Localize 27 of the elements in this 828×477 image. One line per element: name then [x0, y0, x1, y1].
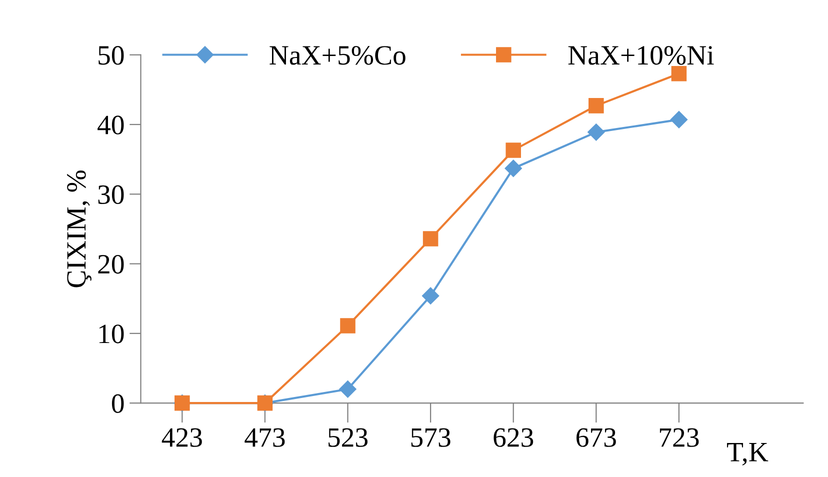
point [422, 231, 438, 246]
point [340, 318, 356, 334]
y-tick-label: 40 [98, 116, 124, 134]
x-tick-label: 723 [660, 428, 699, 447]
legend-label: NaX+10%Ni [568, 46, 714, 65]
y-tick-label: 50 [98, 46, 124, 65]
y-tick-label: 30 [98, 185, 124, 204]
point [671, 66, 687, 82]
y-tick-label: 20 [98, 254, 124, 274]
point [506, 142, 521, 158]
x-axis-title: T,K [727, 443, 768, 466]
point [588, 124, 605, 141]
x-tick-label: 473 [244, 428, 285, 447]
y-tick-label: 0 [112, 394, 124, 413]
x-tick-label: 423 [162, 428, 202, 447]
point [422, 287, 440, 304]
y-axis-title: ÇIXIM, % [67, 170, 92, 288]
point [504, 160, 522, 177]
y-tick-label: 10 [99, 324, 124, 344]
legend-label: NaX+5%Co [270, 46, 406, 65]
point [670, 111, 688, 128]
point [339, 380, 356, 398]
x-tick-label: 673 [576, 428, 616, 447]
x-tick-label: 523 [328, 428, 368, 447]
point [588, 98, 604, 114]
x-tick-label: 623 [494, 428, 534, 447]
x-tick-label: 573 [411, 428, 450, 447]
